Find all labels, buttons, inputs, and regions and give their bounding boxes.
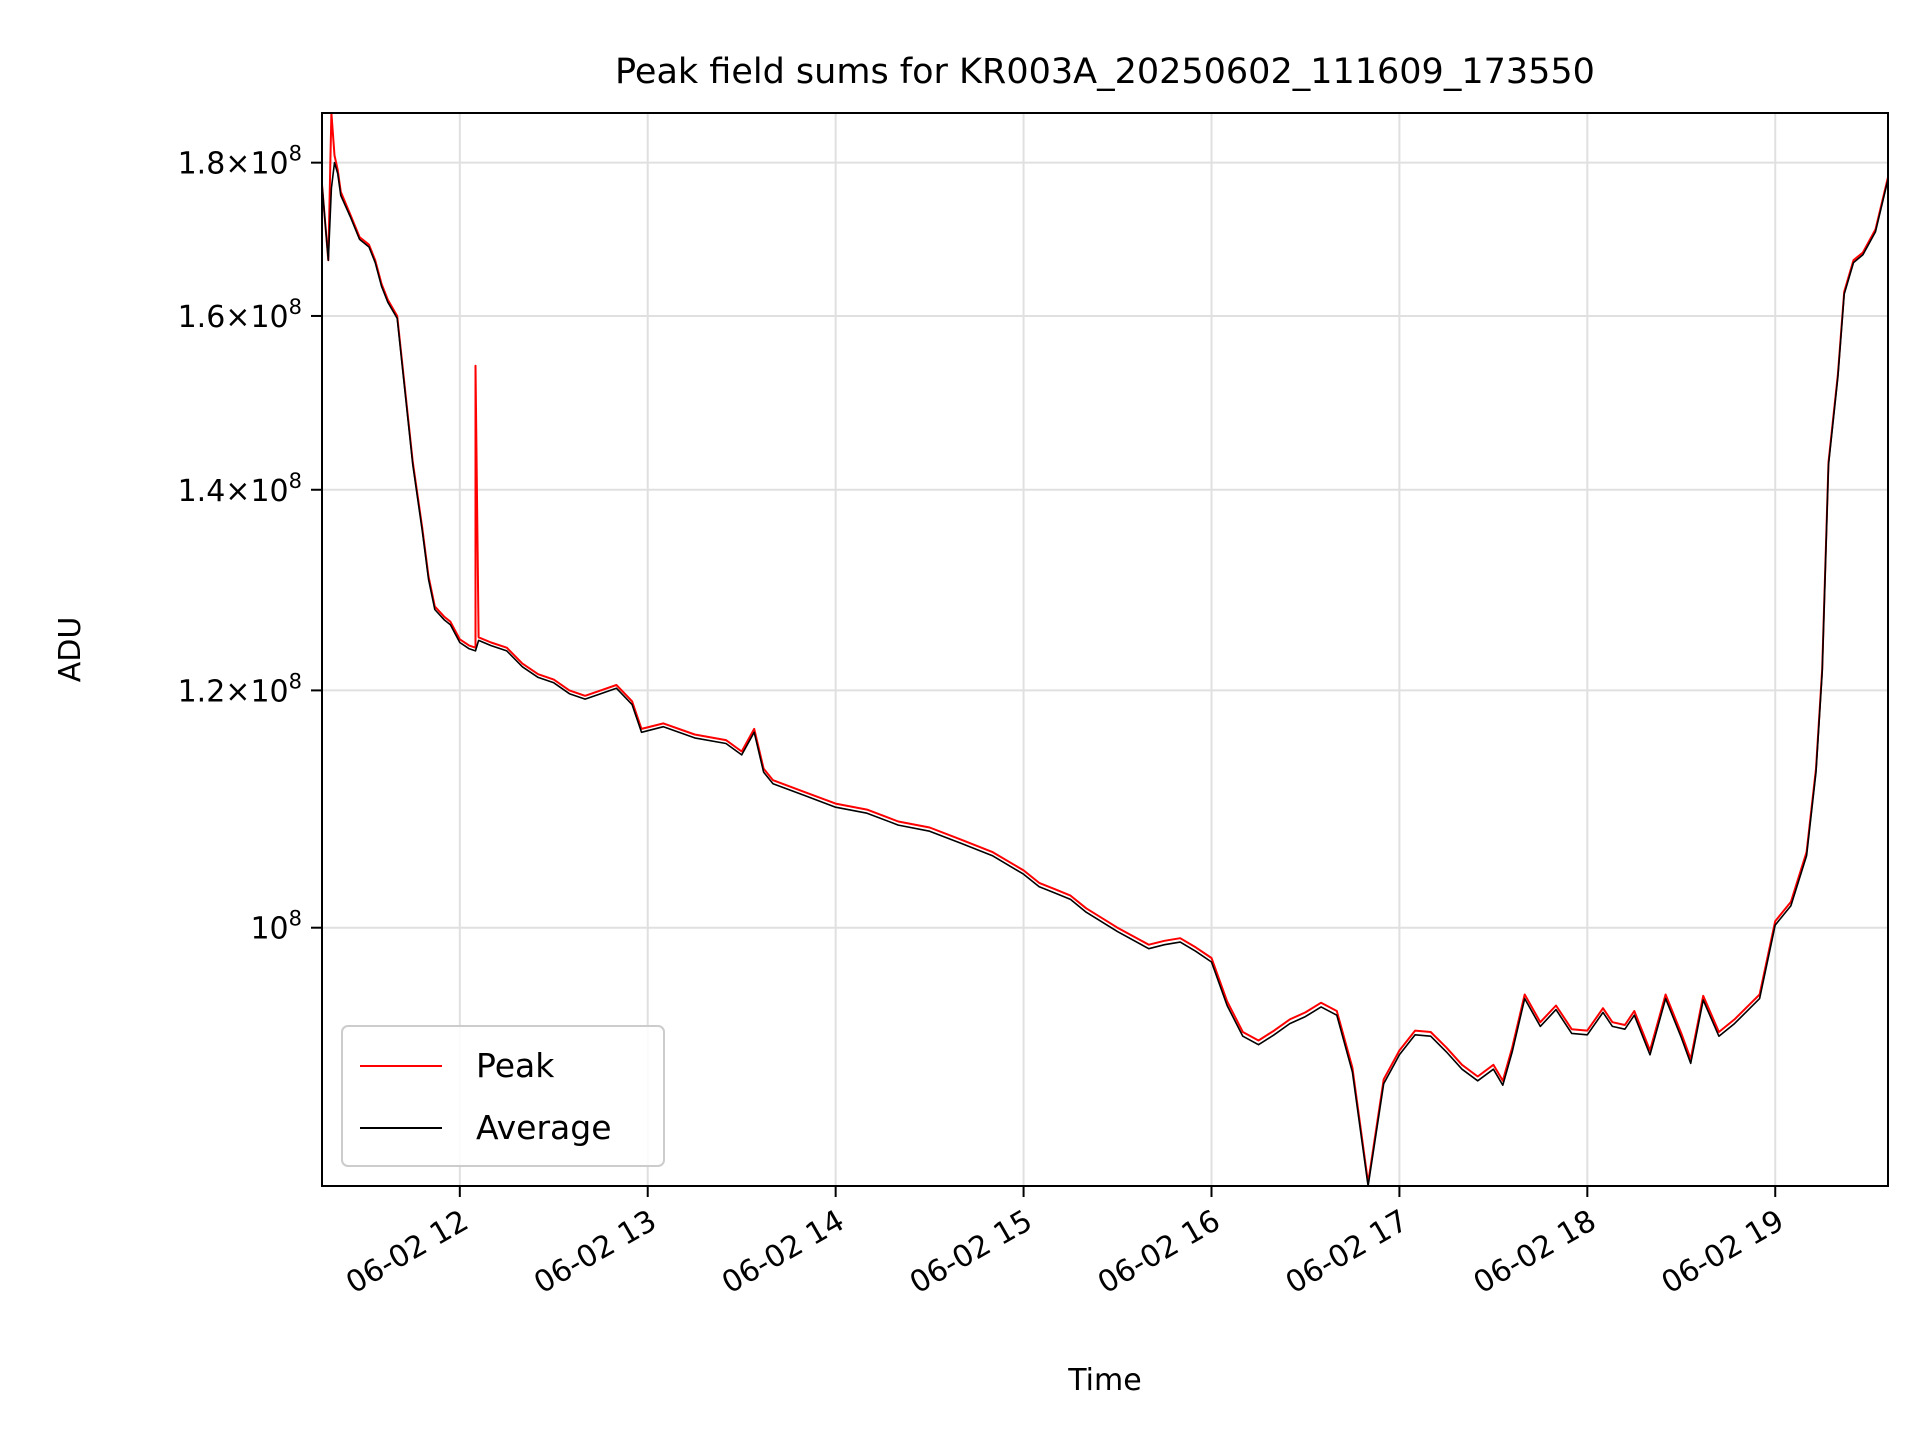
legend-label-average: Average	[476, 1108, 612, 1147]
grid	[322, 113, 1888, 1186]
legend-label-peak: Peak	[476, 1046, 555, 1085]
y-tick-label: 1.4×108	[178, 469, 302, 509]
y-tick-exponent: 8	[289, 142, 302, 166]
series-line-peak	[322, 113, 1888, 1184]
y-tick-label: 108	[250, 907, 302, 947]
y-tick-exponent: 8	[289, 907, 302, 931]
y-tick-label: 1.8×108	[178, 142, 302, 182]
series-layer	[322, 113, 1888, 1186]
legend-box	[341, 1025, 665, 1167]
y-tick-base: 10	[250, 912, 288, 947]
y-tick-label: 1.2×108	[178, 669, 302, 709]
y-tick-exponent: 8	[289, 669, 302, 693]
y-tick-label: 1.6×108	[178, 295, 302, 335]
legend: Peak Average	[341, 1025, 665, 1167]
y-tick-base: 1.8×10	[178, 147, 289, 182]
y-tick-base: 1.4×10	[178, 474, 289, 509]
x-axis-label: Time	[1067, 1363, 1141, 1398]
series-line-average	[322, 161, 1888, 1186]
y-tick-exponent: 8	[289, 469, 302, 493]
y-tick-base: 1.2×10	[178, 674, 289, 709]
y-tick-exponent: 8	[289, 295, 302, 319]
chart-title: Peak field sums for KR003A_20250602_1116…	[615, 52, 1595, 92]
y-tick-base: 1.6×10	[178, 300, 289, 335]
y-axis-label: ADU	[53, 617, 88, 683]
plot-frame	[321, 112, 1889, 1187]
